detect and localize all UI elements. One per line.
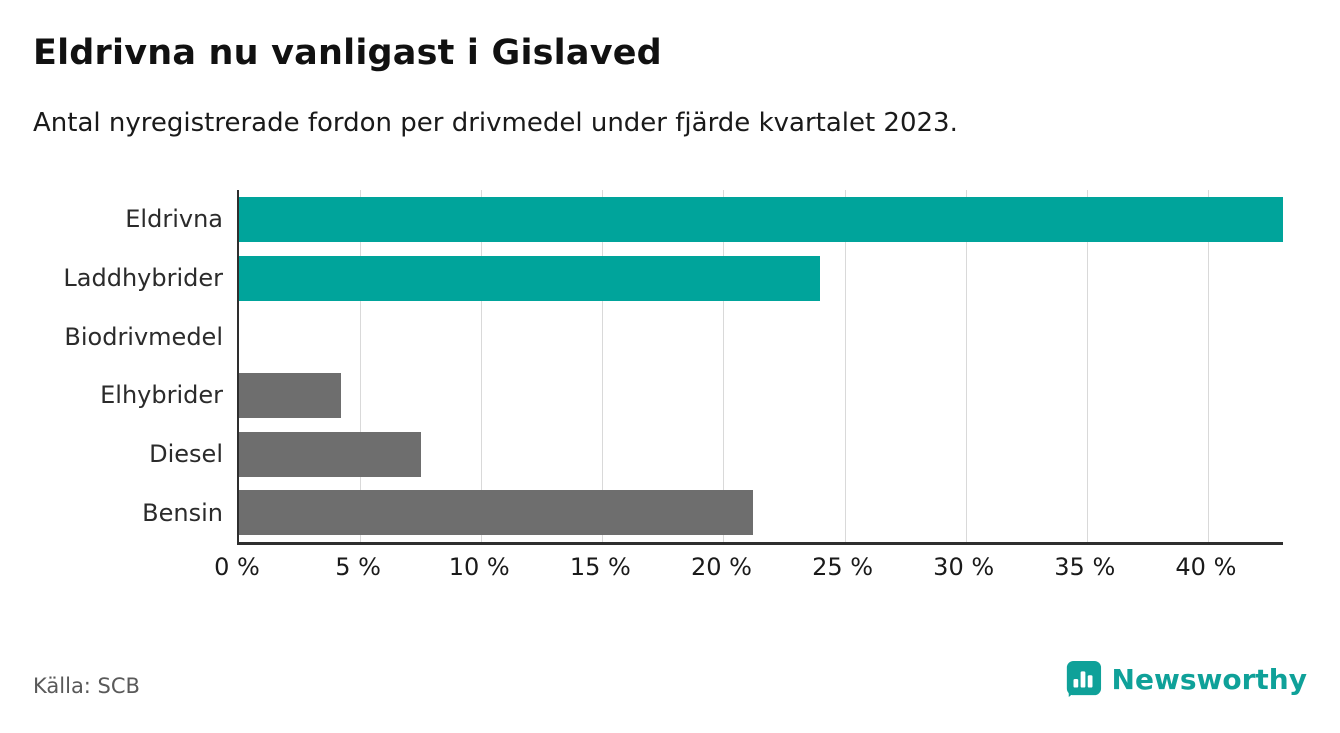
x-tick-label: 5 %: [335, 553, 381, 581]
category-label: Eldrivna: [125, 205, 223, 234]
bar-row: Laddhybrider: [63, 249, 1283, 308]
plot-area: Eldrivna Laddhybrider Biodrivmedel Elhybrid…: [63, 190, 1283, 545]
x-tick-label: 35 %: [1054, 553, 1116, 581]
x-tick-label: 20 %: [690, 553, 752, 581]
gridline: [360, 190, 362, 542]
category-label: Diesel: [149, 440, 223, 469]
x-tick-label: 30 %: [933, 553, 995, 581]
bar-row: Diesel: [149, 425, 1283, 484]
category-label: Laddhybrider: [63, 264, 223, 292]
gridline: [1207, 190, 1209, 542]
x-tick-label: 25 %: [812, 553, 874, 581]
chart-title: Eldrivna nu vanligast i Gislaved: [33, 33, 662, 73]
x-tick-label: 0 %: [214, 553, 260, 581]
x-tick-label: 15 %: [569, 553, 631, 581]
category-label: Bensin: [142, 498, 223, 527]
category-label: Elhybrider: [100, 381, 223, 410]
bar-row: Bensin: [142, 483, 1283, 542]
bar-rows: Eldrivna Laddhybrider Biodrivmedel Elhybrid…: [63, 190, 1283, 542]
bar: [239, 196, 1283, 242]
gridline: [1086, 190, 1088, 542]
chart-subtitle: Antal nyregistrerade fordon per drivmede…: [33, 108, 958, 138]
gridline: [965, 190, 967, 542]
brand-link[interactable]: Newsworthy: [1064, 660, 1307, 698]
bar-row: Elhybrider: [100, 366, 1283, 425]
source-note: Källa: SCB: [33, 674, 140, 698]
brand-name: Newsworthy: [1111, 662, 1307, 696]
bar-row: Eldrivna: [125, 190, 1283, 249]
bar-row: Biodrivmedel: [64, 307, 1283, 366]
x-tick-label: 40 %: [1175, 553, 1237, 581]
category-label: Biodrivmedel: [64, 322, 223, 351]
bar: [239, 372, 341, 418]
x-tick-label: 10 %: [448, 553, 510, 581]
newsworthy-logo-icon: [1064, 660, 1102, 698]
gridline: [602, 190, 604, 542]
gridline: [481, 190, 483, 542]
gridline: [844, 190, 846, 542]
bar: [239, 431, 421, 477]
bar: [239, 490, 753, 536]
x-axis-labels: 0 % 5 % 10 % 15 % 20 % 25 % 30 % 35 % 40 %: [214, 553, 1281, 585]
bar: [239, 255, 821, 301]
gridline: [723, 190, 725, 542]
